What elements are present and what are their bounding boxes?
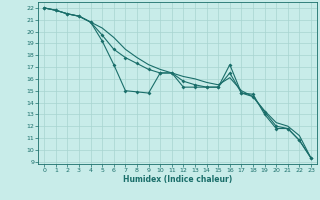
X-axis label: Humidex (Indice chaleur): Humidex (Indice chaleur) <box>123 175 232 184</box>
